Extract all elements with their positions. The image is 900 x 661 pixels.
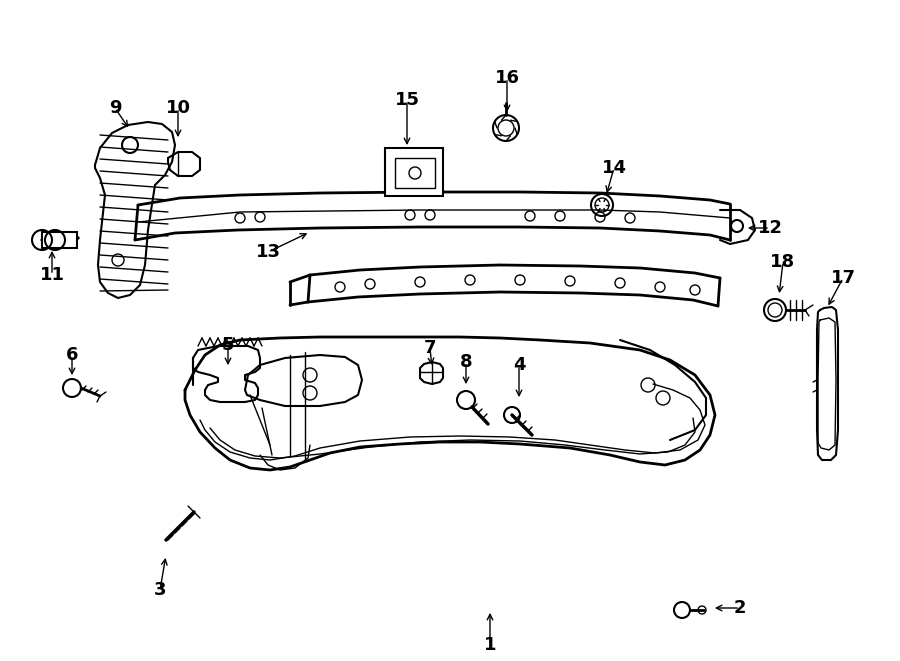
- Text: 8: 8: [460, 353, 473, 371]
- Text: 5: 5: [221, 336, 234, 354]
- Text: 4: 4: [513, 356, 526, 374]
- Bar: [395, 158, 435, 188]
- Text: 12: 12: [758, 219, 782, 237]
- Text: 6: 6: [66, 346, 78, 364]
- Text: 14: 14: [601, 159, 626, 177]
- Text: 17: 17: [831, 269, 856, 287]
- Text: 2: 2: [734, 599, 746, 617]
- Bar: [385, 148, 443, 196]
- Text: 13: 13: [256, 243, 281, 261]
- Text: 7: 7: [424, 339, 436, 357]
- Text: 10: 10: [166, 99, 191, 117]
- Text: 15: 15: [394, 91, 419, 109]
- Text: 16: 16: [494, 69, 519, 87]
- Text: 18: 18: [770, 253, 796, 271]
- Text: 11: 11: [40, 266, 65, 284]
- Text: 3: 3: [154, 581, 166, 599]
- Text: 1: 1: [484, 636, 496, 654]
- Bar: [42, 232, 77, 248]
- Text: 9: 9: [109, 99, 122, 117]
